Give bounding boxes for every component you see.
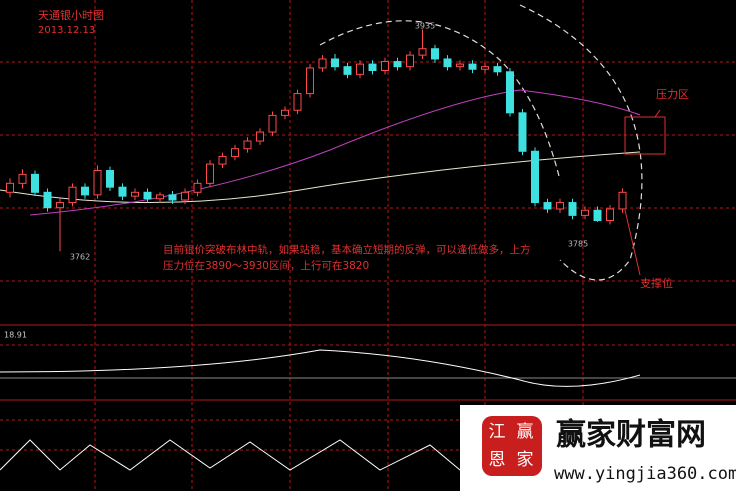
candle-body: [93, 170, 102, 196]
candle-body: [506, 71, 514, 114]
candle-body: [493, 66, 502, 73]
candle-body: [193, 182, 202, 193]
ma-line: [0, 151, 641, 203]
candle-body: [331, 58, 339, 68]
annotation: 目前银价突破布林中轨，如果站稳，基本确立短期的反弹，可以逢低做多，上方: [163, 243, 531, 256]
candle-body: [618, 191, 627, 210]
ma-line: [29, 89, 641, 216]
price-label: 3935: [415, 22, 435, 31]
brand: 赢家财富网: [556, 418, 706, 453]
candle-body: [543, 202, 552, 210]
url: www.yingjia360.com: [554, 464, 736, 484]
candle-body: [256, 131, 264, 142]
candle-body: [18, 173, 27, 184]
candle-body: [531, 150, 539, 204]
candle-body: [143, 191, 152, 200]
pressure-label: 压力区: [656, 88, 689, 101]
candle-body: [118, 186, 127, 197]
candle-body: [468, 63, 477, 70]
candle-body: [418, 48, 427, 56]
price-label: 3785: [568, 240, 588, 249]
hand-drawn-channel: [319, 4, 643, 281]
candle-body: [168, 194, 177, 201]
support-label: 支撑位: [640, 276, 673, 290]
seal-char: 恩: [489, 450, 506, 470]
pressure-box: [624, 116, 666, 155]
candle-body: [293, 93, 302, 111]
candle-body: [218, 155, 227, 165]
chart-title: 天通银小时图: [38, 8, 104, 22]
candle-body: [356, 63, 364, 75]
candle-body: [243, 140, 252, 150]
candle-body: [31, 173, 39, 193]
candle-body: [518, 112, 527, 152]
candle-body: [606, 208, 614, 222]
price-label: 3762: [70, 253, 90, 262]
candle-body: [206, 163, 214, 184]
candle-body: [131, 191, 139, 197]
candle-body: [393, 61, 402, 68]
candle-body: [68, 186, 77, 204]
candle-body: [593, 209, 602, 222]
candle-body: [381, 61, 389, 72]
candle-body: [431, 48, 439, 60]
candle-body: [181, 191, 189, 201]
candle-body: [106, 170, 114, 188]
candle-body: [156, 194, 164, 200]
candle-body: [343, 66, 352, 75]
candle-body: [306, 67, 314, 95]
watermark: 江 赢 恩 家 赢家财富网 www.yingjia360.com: [460, 405, 736, 491]
candle-body: [556, 202, 564, 210]
candle-body: [368, 63, 377, 72]
candle-body: [581, 209, 589, 216]
arrow: [654, 109, 661, 118]
candle-body: [81, 186, 89, 196]
candle-body: [268, 114, 277, 133]
macd-label: 18.91: [4, 331, 27, 340]
candle-body: [56, 202, 64, 209]
candle-body: [443, 58, 452, 68]
seal-char: 赢: [517, 422, 534, 442]
candle-body: [568, 202, 577, 216]
candle-body: [456, 63, 464, 68]
arrow: [624, 209, 641, 276]
kdj-line: [0, 439, 461, 471]
seal: [482, 416, 542, 476]
candle-body: [406, 54, 414, 68]
seal-char: 江: [489, 422, 506, 442]
candle-body: [6, 182, 14, 193]
seal-char: 家: [517, 450, 534, 470]
candle-body: [318, 58, 327, 69]
candle-body: [481, 66, 489, 70]
annotation: 压力位在3890～3930区间，上行可在3820: [163, 259, 369, 272]
candle-body: [43, 191, 52, 209]
chart-subtitle: 2013.12.13: [38, 25, 95, 36]
candle-body: [281, 109, 289, 116]
candle-body: [231, 148, 239, 157]
macd-line: [0, 349, 641, 387]
